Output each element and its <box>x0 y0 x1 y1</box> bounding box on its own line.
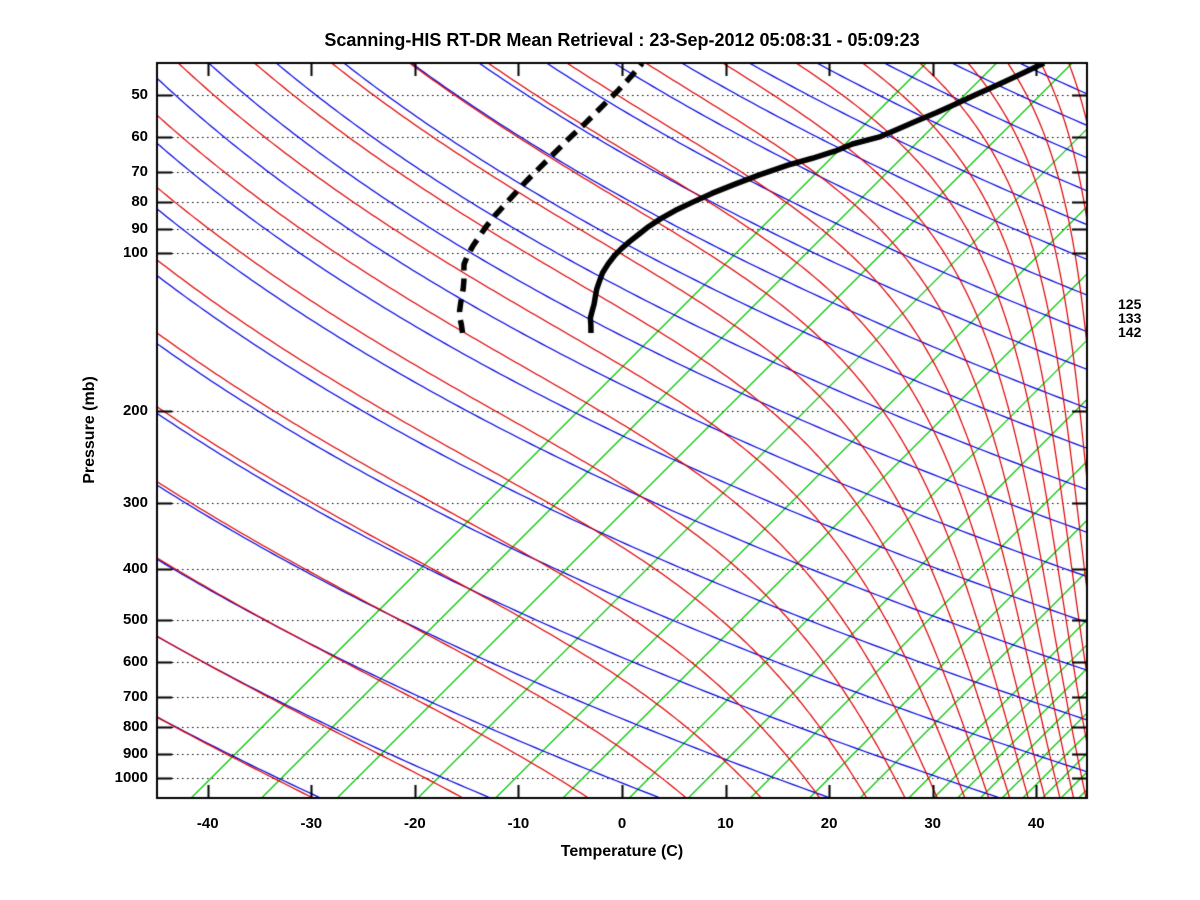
x-axis-title: Temperature (C) <box>560 843 684 860</box>
x-tick-label-10: 10 <box>717 815 734 832</box>
x-tick-label--40: -40 <box>196 815 219 832</box>
y-tick-label-800: 800 <box>122 718 148 736</box>
y-tick-label-900: 900 <box>122 744 148 762</box>
right-level-labels: 125 133 142 <box>1118 297 1141 339</box>
y-tick-label-50: 50 <box>131 85 148 103</box>
y-tick-label-1000: 1000 <box>114 769 148 787</box>
right-level-label-133: 133 <box>1118 310 1142 326</box>
y-axis-title: Pressure (mb) <box>81 376 98 484</box>
x-tick-label-30: 30 <box>924 815 942 832</box>
right-level-label-125: 125 <box>1118 296 1142 312</box>
y-tick-label-100: 100 <box>122 244 148 261</box>
x-tick-label-20: 20 <box>820 815 838 832</box>
x-tick-label--10: -10 <box>507 815 530 832</box>
x-tick-label-40: 40 <box>1027 815 1045 832</box>
y-tick-label-80: 80 <box>131 193 148 211</box>
y-tick-label-500: 500 <box>122 610 148 628</box>
right-level-label-142: 142 <box>1118 324 1142 340</box>
y-tick-label-70: 70 <box>131 162 148 180</box>
chart-title: Scanning-HIS RT-DR Mean Retrieval : 23-S… <box>324 30 920 50</box>
x-tick-label-0: 0 <box>617 815 627 832</box>
y-tick-label-700: 700 <box>122 687 148 705</box>
y-tick-label-600: 600 <box>122 652 148 670</box>
x-tick-label--20: -20 <box>404 815 426 832</box>
y-tick-label-300: 300 <box>122 494 148 512</box>
y-tick-label-90: 90 <box>131 219 148 237</box>
x-tick-label--30: -30 <box>300 815 323 832</box>
y-tick-label-200: 200 <box>122 402 148 420</box>
y-tick-label-400: 400 <box>122 560 148 578</box>
y-tick-label-60: 60 <box>131 127 148 145</box>
